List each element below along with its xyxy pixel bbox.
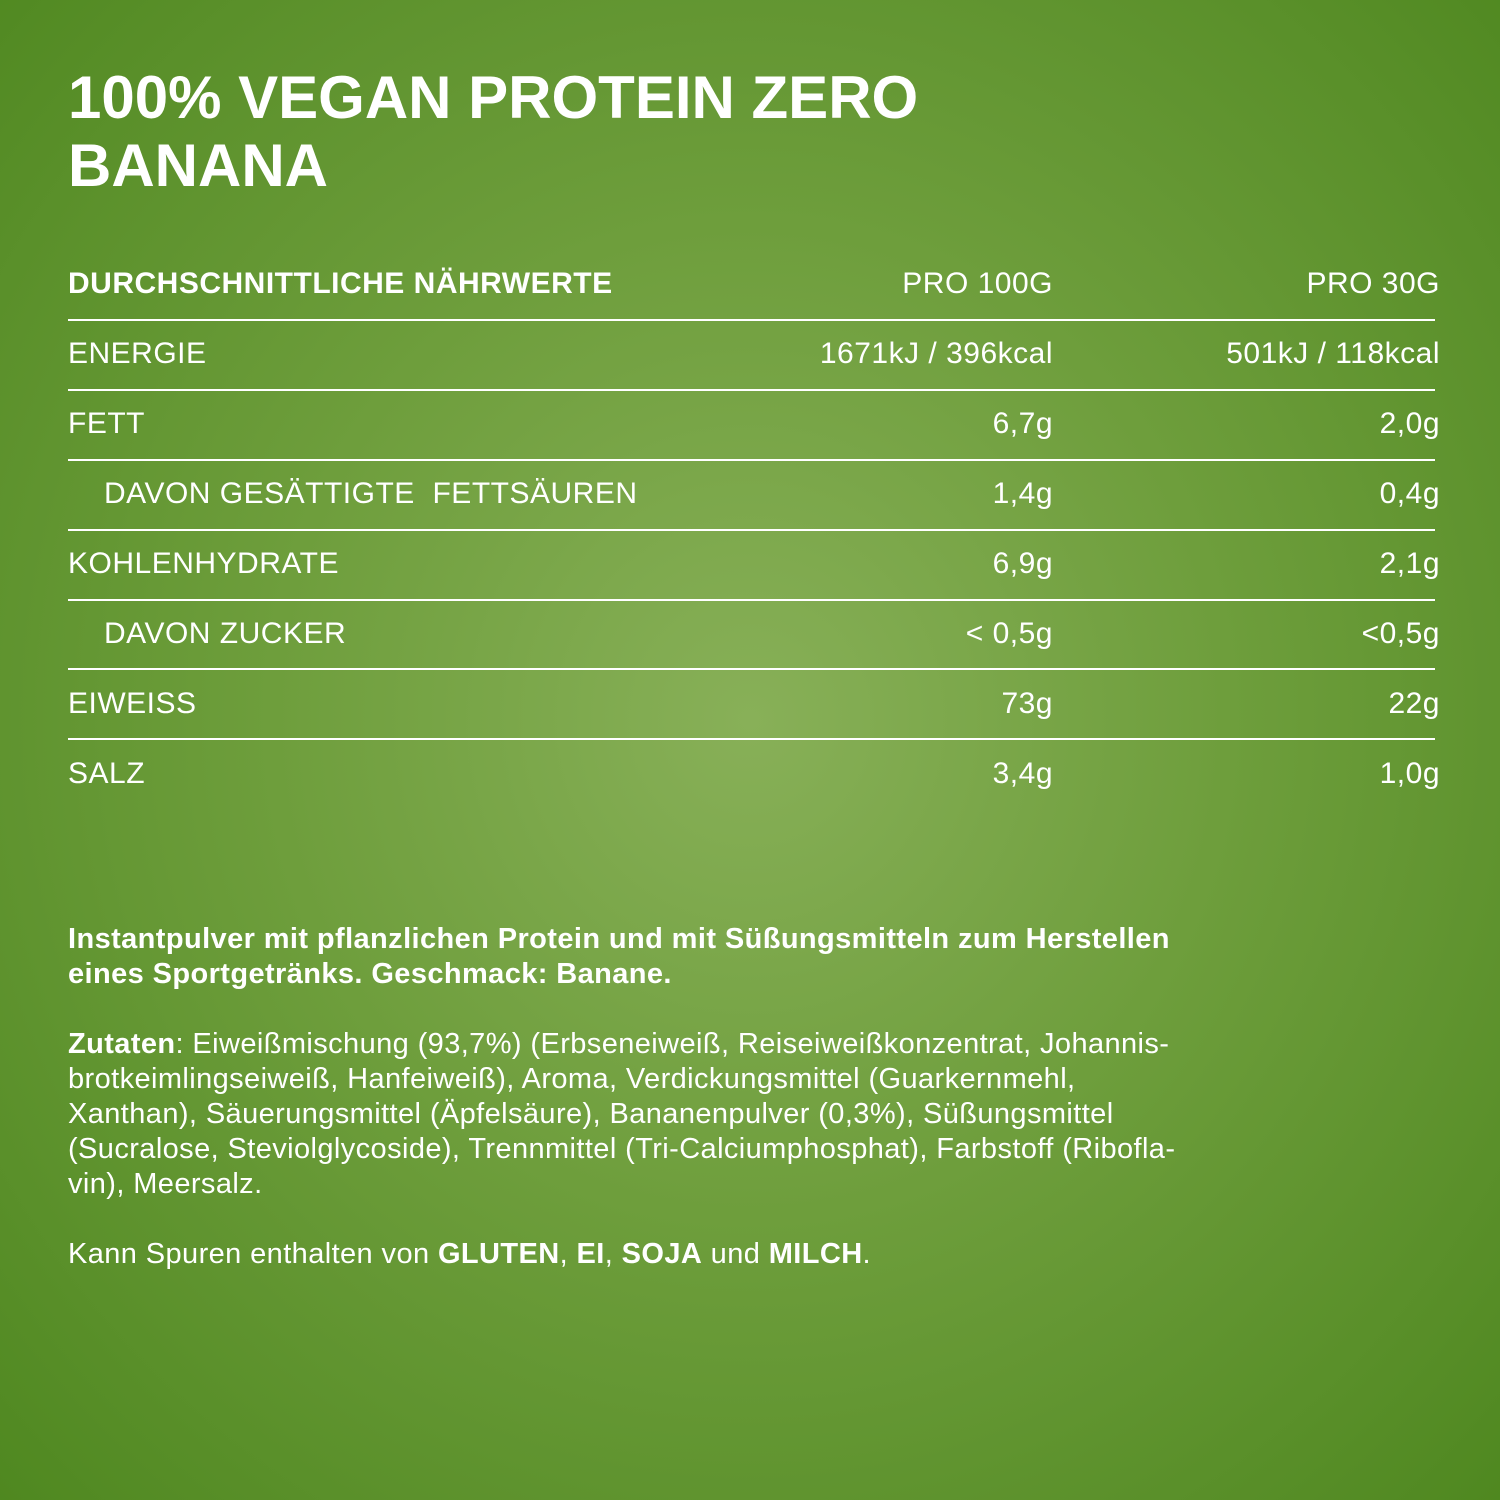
title: BANANA [68, 132, 328, 199]
value-per-100g: < 0,5g [965, 617, 1053, 650]
allergen-text: , [604, 1238, 622, 1270]
value-per-30g: 22g [1388, 687, 1440, 720]
value-per-100g: 6,7g [992, 407, 1053, 440]
row-divider [68, 738, 1435, 740]
description: Instantpulver mit pflanzlichen Protein u… [68, 923, 1170, 955]
nutrient-label: ENERGIE [68, 337, 207, 370]
row-divider [68, 389, 1435, 391]
row-divider [68, 668, 1435, 670]
nutrient-label: DAVON ZUCKER [104, 617, 347, 650]
ingredients-text: : Eiweißmischung (93,7%) (Erbseneiweiß, … [175, 1028, 1170, 1060]
description: eines Sportgetränks. Geschmack: Banane. [68, 958, 672, 990]
nutrient-label: FETT [68, 407, 145, 440]
nutrient-label: KOHLENHYDRATE [68, 547, 339, 580]
allergen-text: und [702, 1238, 769, 1270]
value-per-100g: 6,9g [992, 547, 1053, 580]
value-per-100g: 1,4g [992, 477, 1053, 510]
row-divider [68, 459, 1435, 461]
allergen-text: . [862, 1238, 872, 1270]
ingredients-text: (Sucralose, Steviolglycoside), Trennmitt… [68, 1133, 1176, 1165]
value-per-100g: 1671kJ / 396kcal [819, 337, 1053, 370]
value-per-100g: 73g [1001, 687, 1053, 720]
title: 100% VEGAN PROTEIN ZERO [68, 64, 919, 131]
value-per-30g: <0,5g [1361, 617, 1440, 650]
nutrient-label: DAVON GESÄTTIGTE FETTSÄUREN [104, 477, 638, 510]
value-per-100g: 3,4g [992, 757, 1053, 790]
ingredients-text: brotkeimlingseiweiß, Hanfeiweiß), Aroma,… [68, 1063, 1076, 1095]
value-per-30g: 0,4g [1379, 477, 1440, 510]
table-header: PRO 100G [902, 267, 1053, 300]
allergen: MILCH [768, 1238, 863, 1270]
allergen: EI [576, 1238, 605, 1270]
ingredients-label: Zutaten [68, 1028, 176, 1060]
ingredients: Zutaten: Eiweißmischung (93,7%) (Erbsene… [68, 1027, 1169, 1062]
nutrient-label: SALZ [68, 757, 146, 790]
nutrient-label: EIWEISS [68, 687, 197, 720]
value-per-30g: 2,0g [1379, 407, 1440, 440]
value-per-30g: 1,0g [1379, 757, 1440, 790]
value-per-30g: 501kJ / 118kcal [1226, 337, 1440, 370]
allergen-text: , [559, 1238, 577, 1270]
allergen: SOJA [621, 1238, 703, 1270]
table-header: PRO 30G [1306, 267, 1440, 300]
value-per-30g: 2,1g [1379, 547, 1440, 580]
row-divider [68, 319, 1435, 321]
row-divider [68, 529, 1435, 531]
allergen-text: Kann Spuren enthalten von [68, 1238, 438, 1270]
allergens: Kann Spuren enthalten von GLUTEN, EI, SO… [68, 1237, 871, 1272]
ingredients-text: vin), Meersalz. [68, 1168, 263, 1200]
row-divider [68, 599, 1435, 601]
table-header: DURCHSCHNITTLICHE NÄHRWERTE [68, 267, 613, 300]
allergen: GLUTEN [437, 1238, 560, 1270]
ingredients-text: Xanthan), Säuerungsmittel (Äpfelsäure), … [68, 1098, 1114, 1130]
